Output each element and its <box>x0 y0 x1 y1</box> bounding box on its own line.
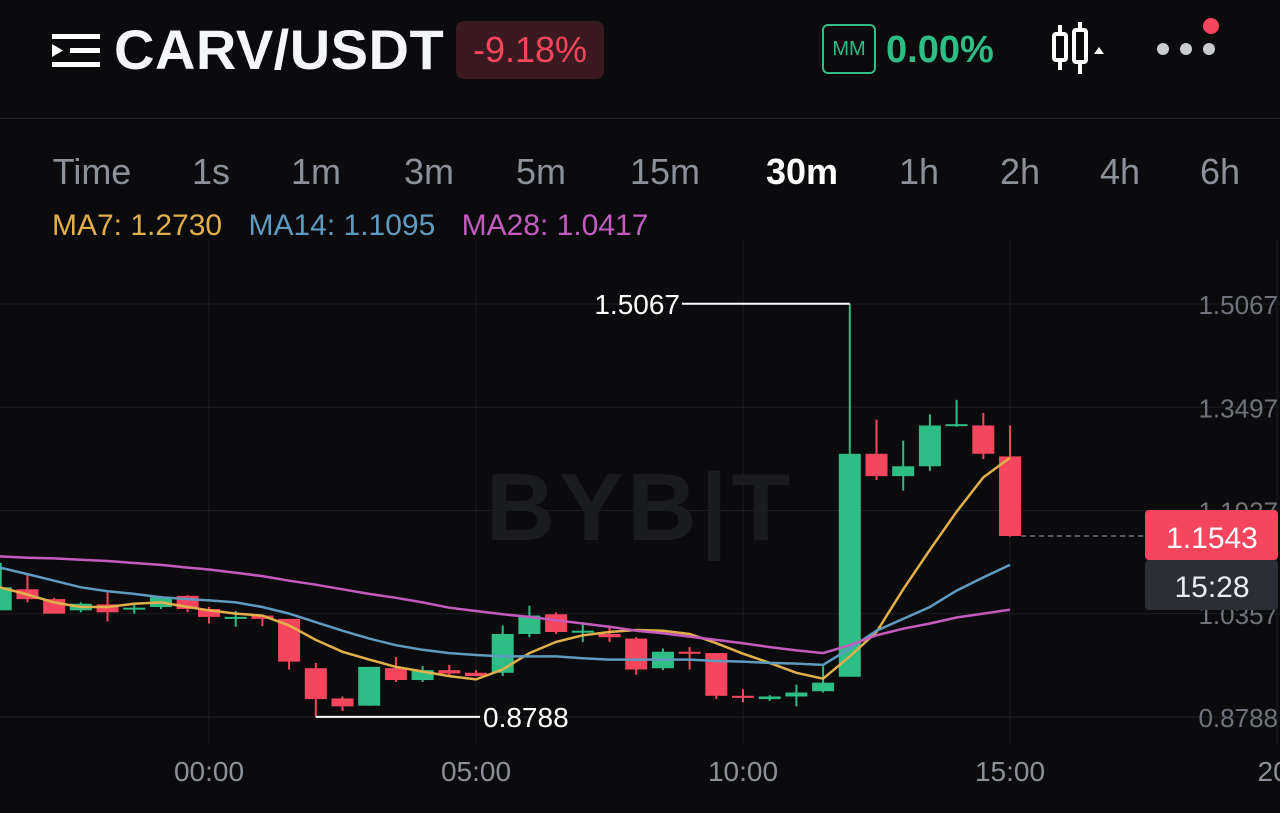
ma28-label: MA28: 1.0417 <box>461 209 649 242</box>
more-options-icon[interactable] <box>1155 16 1225 78</box>
x-tick-label: 10:00 <box>708 756 778 787</box>
x-tick-label: 20: <box>1258 756 1280 787</box>
candle-body <box>304 668 327 700</box>
y-tick-label: 0.8788 <box>1198 703 1278 733</box>
ma14-line <box>0 563 1011 667</box>
header-bar: CARV/USDT -9.18% MM 0.00% <box>0 0 1280 119</box>
candle-body <box>0 587 12 611</box>
candle-body <box>96 604 119 613</box>
countdown-tag <box>1145 559 1278 610</box>
x-tick-label: 15:00 <box>975 756 1045 787</box>
ma28-line <box>0 555 1011 655</box>
x-tick-label: 00:00 <box>174 756 244 787</box>
interval-tab-1m[interactable]: 1m <box>290 151 342 192</box>
y-tick-label: 1.3497 <box>1198 393 1278 423</box>
candle-body <box>358 666 381 706</box>
candle-body <box>465 672 487 677</box>
candle-body <box>571 630 594 633</box>
ma14-label: MA14: 1.1095 <box>248 209 436 242</box>
interval-tab-3m[interactable]: 3m <box>403 151 455 192</box>
candle-body <box>625 638 648 670</box>
current-price-label: 1.1543 <box>1166 522 1258 555</box>
candle-body <box>545 614 568 633</box>
interval-tab-time[interactable]: Time <box>52 151 132 192</box>
candle-body <box>892 466 915 477</box>
interval-tab-5m[interactable]: 5m <box>515 151 567 192</box>
ma-legend: MA7: 1.2730 MA14: 1.1095 MA28: 1.0417 <box>52 206 666 246</box>
candle-body <box>411 670 434 681</box>
interval-tab-1s[interactable]: 1s <box>191 151 231 192</box>
ma7-label: MA7: 1.2730 <box>52 209 223 242</box>
candle-body <box>518 615 541 634</box>
interval-tabs: Time 1s 1m 3m 5m 15m 30m 1h 2h 4h 6h <box>0 148 1280 198</box>
candle-body <box>812 682 835 692</box>
x-tick-label: 05:00 <box>441 756 511 787</box>
price-change-badge: -9.18% <box>456 21 604 79</box>
candle-body <box>331 698 354 707</box>
interval-tab-1h[interactable]: 1h <box>898 151 940 192</box>
candle-body <box>838 453 861 677</box>
candle-body <box>918 425 941 467</box>
bybit-watermark: BYB|T <box>486 454 794 562</box>
ma7-line <box>0 456 1011 681</box>
countdown-label: 15:28 <box>1174 571 1249 604</box>
current-price-tag <box>1145 509 1278 560</box>
candle-body <box>598 633 621 638</box>
candle-body <box>705 653 728 696</box>
candle-body <box>999 456 1021 536</box>
candle-body <box>123 607 146 610</box>
low-price-label: 0.8788 <box>483 702 569 733</box>
candle-body <box>198 608 220 617</box>
interval-tab-6h[interactable]: 6h <box>1199 151 1241 192</box>
candle-body <box>945 424 968 427</box>
interval-tab-30m[interactable]: 30m <box>765 151 839 192</box>
mm-badge[interactable]: MM <box>822 24 876 74</box>
interval-tab-15m[interactable]: 15m <box>629 151 701 192</box>
candle-body <box>785 692 808 697</box>
mm-value: 0.00% <box>886 29 994 71</box>
candle-body <box>491 633 514 673</box>
candle-body <box>972 425 995 454</box>
candle-body <box>438 670 461 674</box>
candle-body <box>758 696 781 700</box>
high-price-label: 1.5067 <box>594 289 680 320</box>
candle-body <box>224 616 247 619</box>
y-tick-label: 1.5067 <box>1198 290 1278 320</box>
candle-body <box>251 615 274 619</box>
candle-body <box>384 668 407 681</box>
trading-pair-title[interactable]: CARV/USDT <box>114 18 445 81</box>
interval-tab-2h[interactable]: 2h <box>999 151 1041 192</box>
candle-body <box>732 695 754 698</box>
menu-icon[interactable] <box>52 30 102 72</box>
candle-body <box>678 651 701 654</box>
interval-tab-4h[interactable]: 4h <box>1099 151 1141 192</box>
candle-body <box>865 453 888 477</box>
candlestick-chart-icon[interactable] <box>1048 20 1108 76</box>
